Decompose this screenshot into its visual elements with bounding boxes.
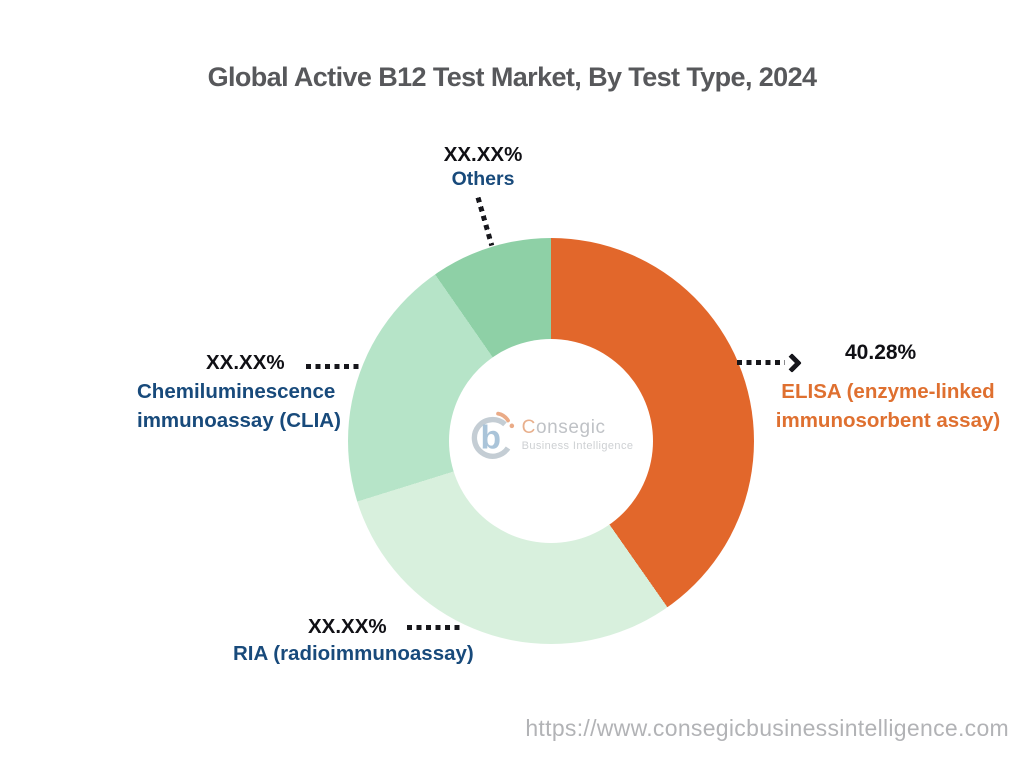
chart-title: Global Active B12 Test Market, By Test T…	[207, 62, 817, 92]
callout-elisa-name: ELISA (enzyme-linked immunosorbent assay…	[762, 377, 1014, 435]
callout-elisa-name-line2: immunosorbent assay)	[775, 409, 1001, 432]
brand-logo-text: Consegic Business Intelligence	[521, 417, 634, 453]
callout-clia-name: Chemiluminescence immunoassay (CLIA)	[137, 378, 341, 435]
callout-clia-name-line1: Chemiluminescence	[137, 380, 336, 403]
brand-logo-icon: b	[471, 411, 514, 459]
leader-line-ria	[407, 625, 463, 630]
leader-line-others	[475, 196, 495, 247]
svg-text:b: b	[480, 420, 501, 457]
brand-tagline: Business Intelligence	[521, 440, 634, 452]
arrow-right-icon	[782, 352, 802, 373]
callout-elisa-pct: 40.28%	[845, 341, 917, 364]
donut-chart: b Consegic Business Intelligence	[348, 238, 754, 644]
callout-clia-name-line2: immunoassay (CLIA)	[137, 408, 341, 432]
callout-elisa-name-line1: ELISA (enzyme-linked	[781, 380, 995, 403]
callout-ria-pct: XX.XX%	[308, 615, 387, 638]
leader-line-elisa	[737, 360, 785, 365]
callout-others-name: Others	[451, 168, 515, 190]
callout-ria-name: RIA (radioimmunoassay)	[233, 642, 474, 665]
brand-logo: b Consegic Business Intelligence	[469, 406, 634, 464]
callout-others: XX.XX% Others	[398, 143, 568, 191]
donut-hole: b Consegic Business Intelligence	[449, 339, 653, 543]
brand-name: Consegic	[521, 417, 606, 438]
callout-clia-pct: XX.XX%	[206, 351, 285, 374]
callout-others-pct: XX.XX%	[443, 143, 523, 166]
footer-url[interactable]: https://www.consegicbusinessintelligence…	[525, 715, 1009, 741]
leader-line-clia	[306, 364, 359, 369]
